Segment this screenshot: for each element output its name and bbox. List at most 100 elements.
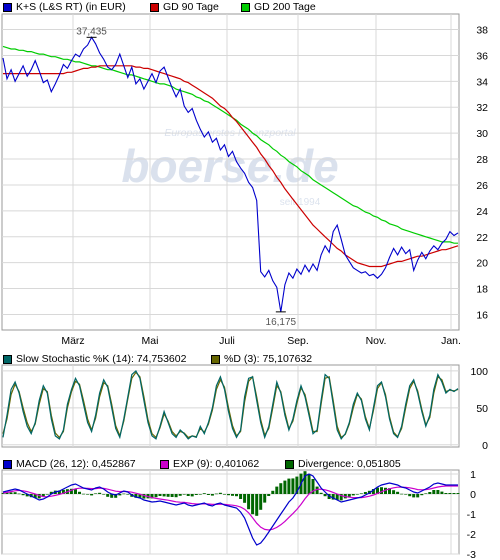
divergence-bar: [416, 494, 420, 498]
divergence-bar: [25, 494, 29, 497]
divergence-bar: [90, 494, 94, 496]
exp-signal-line: [2, 485, 458, 531]
stochastic-tick-label: 100: [470, 366, 488, 378]
divergence-bar: [102, 494, 106, 495]
divergence-bar: [178, 494, 182, 496]
stochastic-y-axis: 0 50 100: [470, 366, 488, 452]
legend-swatch: [211, 354, 220, 364]
divergence-bar: [448, 493, 452, 494]
stochastic-tick-label: 50: [476, 403, 488, 415]
macd-panel: [1, 469, 460, 555]
divergence-bar: [363, 492, 367, 494]
divergence-bar: [69, 488, 73, 494]
legend-price-gd200: GD 200 Tage: [241, 0, 316, 14]
x-axis: März Mai Juli Sep. Nov. Jan.: [61, 335, 461, 347]
stochastic-series: [2, 369, 459, 441]
divergence-bar: [186, 494, 190, 496]
x-tick-label: Sep.: [287, 335, 309, 347]
price-tick-label: 36: [476, 50, 488, 62]
divergence-bar: [126, 494, 130, 495]
divergence-bar: [162, 494, 166, 497]
divergence-bar: [154, 494, 158, 498]
divergence-bar: [315, 486, 319, 494]
divergence-bar: [5, 492, 9, 494]
divergence-bar: [86, 494, 90, 495]
legend-swatch: [3, 459, 12, 469]
divergence-bar: [110, 494, 114, 498]
legend-swatch: [3, 354, 12, 364]
legend-label: %D (3): 75,107632: [224, 353, 313, 365]
divergence-bar: [118, 494, 122, 496]
divergence-bar: [263, 494, 267, 503]
divergence-bar: [392, 490, 396, 494]
price-tick-label: 30: [476, 128, 488, 140]
legend-label: MACD (26, 12): 0,452867: [16, 458, 136, 470]
divergence-bar: [218, 492, 222, 494]
divergence-bar: [331, 494, 335, 500]
divergence-bar: [291, 478, 295, 494]
divergence-bar: [311, 479, 315, 494]
divergence-bar: [359, 493, 363, 494]
low-label: 16,175: [266, 317, 297, 328]
divergence-bar: [412, 494, 416, 498]
divergence-bar: [198, 494, 202, 495]
legend-swatch: [3, 2, 12, 12]
divergence-bar: [49, 491, 53, 494]
divergence-bar: [243, 494, 247, 503]
divergence-bar: [114, 494, 118, 498]
divergence-bar: [247, 494, 251, 510]
divergence-bar: [295, 476, 299, 494]
divergence-bar: [440, 491, 444, 494]
legend-stoch-k: Slow Stochastic %K (14): 74,753602: [3, 352, 186, 366]
divergence-bar: [436, 490, 440, 494]
legend-label: GD 90 Tage: [163, 1, 219, 13]
divergence-bar: [323, 494, 327, 497]
x-tick-label: März: [61, 335, 84, 347]
legend-stoch-d: %D (3): 75,107632: [211, 352, 312, 366]
legend-label: K+S (L&S RT) (in EUR): [16, 1, 126, 13]
divergence-bar: [61, 489, 65, 494]
divergence-bar: [170, 494, 174, 497]
price-tick-label: 32: [476, 102, 488, 114]
divergence-bar: [194, 494, 198, 495]
divergence-bar: [380, 487, 383, 494]
price-tick-label: 34: [476, 76, 488, 88]
divergence-bar: [9, 492, 13, 494]
divergence-bar: [428, 492, 432, 494]
divergence-bar: [150, 494, 154, 499]
divergence-bar: [21, 494, 25, 496]
legend-label: EXP (9): 0,401062: [173, 458, 260, 470]
divergence-bar: [134, 494, 138, 498]
divergence-bar: [283, 480, 287, 494]
macd-tick-label: 1: [470, 469, 476, 481]
divergence-bar: [408, 494, 412, 497]
divergence-bar: [255, 494, 259, 516]
divergence-bar: [227, 494, 230, 496]
divergence-bar: [45, 494, 49, 495]
legend-price-kplus: K+S (L&S RT) (in EUR): [3, 0, 126, 14]
divergence-bar: [404, 494, 408, 495]
moving-avg-90-line: [3, 65, 459, 268]
divergence-bar: [13, 492, 17, 494]
price-grid: [2, 14, 459, 330]
price-tick-label: 28: [476, 154, 488, 166]
divergence-bar: [142, 494, 146, 499]
x-tick-label: Nov.: [366, 335, 387, 347]
divergence-bar: [271, 490, 275, 494]
svg-text:seit 1994: seit 1994: [280, 197, 321, 208]
legend-label: GD 200 Tage: [254, 1, 316, 13]
divergence-bar: [82, 493, 85, 495]
divergence-bar: [432, 490, 436, 494]
divergence-bar: [376, 487, 379, 494]
divergence-bar: [355, 494, 359, 495]
price-tick-label: 18: [476, 284, 488, 296]
divergence-bar: [456, 493, 460, 494]
divergence-bar: [223, 494, 226, 495]
divergence-bar: [166, 494, 170, 497]
price-line: [2, 36, 459, 312]
divergence-bar: [33, 494, 37, 498]
divergence-bar: [371, 489, 375, 494]
divergence-bar: [319, 492, 323, 494]
macd-tick-label: -2: [467, 529, 476, 541]
